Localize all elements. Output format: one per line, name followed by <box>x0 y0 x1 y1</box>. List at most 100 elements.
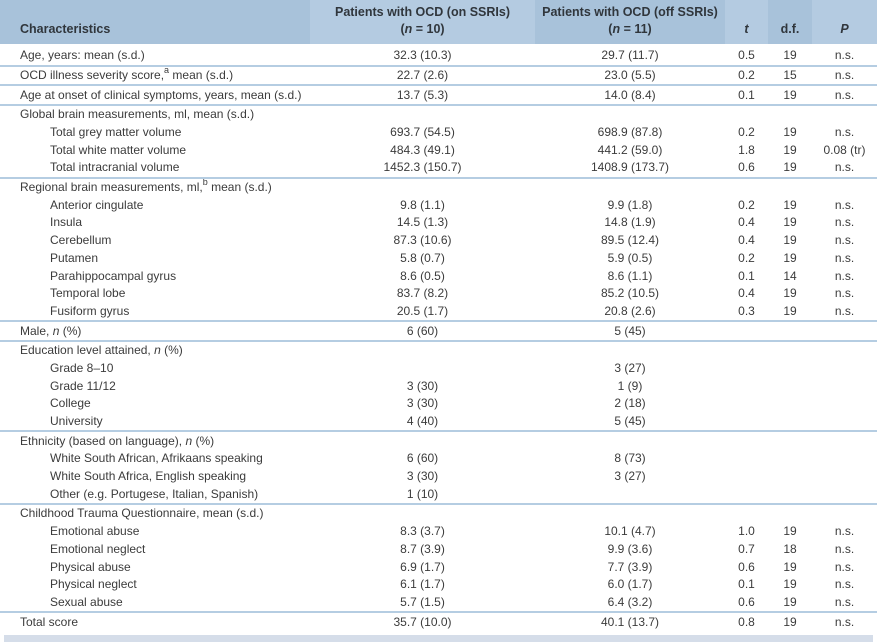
p-value <box>812 395 877 413</box>
value-off-ssris: 23.0 (5.5) <box>604 67 656 82</box>
table-row: College 3 (30) 2 (18) <box>0 395 877 413</box>
table-row: Total intracranial volume 1452.3 (150.7) 1… <box>0 159 877 178</box>
p-value <box>812 360 877 378</box>
table-section: Age at onset of clinical symptoms, years… <box>0 85 877 105</box>
value-off-ssris: 3 (27) <box>614 469 646 484</box>
row-label: Grade 11/12 <box>50 378 116 393</box>
df-value <box>768 450 812 468</box>
table-section: Education level attained, n (%) Grade 8–1… <box>0 341 877 431</box>
row-label: Total white matter volume <box>50 142 187 157</box>
table-section: Male, n (%) 6 (60) 5 (45) <box>0 321 877 341</box>
df-value: 19 <box>783 614 797 629</box>
table-row: Sexual abuse 5.7 (1.5) 6.4 (3.2) 0.6 19 n.s. <box>0 594 877 613</box>
p-value <box>812 321 877 341</box>
t-value: 0.6 <box>738 559 755 574</box>
row-label: Insula <box>50 215 83 230</box>
value-off-ssris <box>535 341 725 360</box>
value-off-ssris: 40.1 (13.7) <box>600 614 660 629</box>
t-value <box>725 341 768 360</box>
table-row: Grade 11/12 3 (30) 1 (9) <box>0 377 877 395</box>
group-header-row: Education level attained, n (%) <box>0 341 877 360</box>
value-on-ssris: 693.7 (54.5) <box>390 125 455 139</box>
p-value <box>812 178 877 197</box>
value-off-ssris: 6.4 (3.2) <box>607 594 653 609</box>
p-value: n.s. <box>834 541 855 556</box>
df-value: 19 <box>783 524 797 539</box>
row-label: Regional brain measurements, ml,b mean (… <box>20 177 272 195</box>
value-on-ssris: 4 (40) <box>406 414 439 428</box>
p-value: n.s. <box>834 160 855 175</box>
df-value: 19 <box>783 160 797 175</box>
value-on-ssris: 3 (30) <box>406 469 439 484</box>
value-on-ssris <box>310 105 535 124</box>
df-value <box>768 341 812 360</box>
row-label: Total grey matter volume <box>50 125 182 139</box>
table-section: Total score 35.7 (10.0) 40.1 (13.7) 0.8 19 n.… <box>0 612 877 631</box>
value-on-ssris: 5.7 (1.5) <box>400 594 445 609</box>
table-header: Characteristics Patients with OCD (on SS… <box>0 0 877 47</box>
value-on-ssris: 9.8 (1.1) <box>400 197 445 212</box>
t-value <box>725 105 768 124</box>
table-row: University 4 (40) 5 (45) <box>0 413 877 432</box>
t-value: 0.1 <box>738 268 755 283</box>
t-value: 0.1 <box>738 87 755 102</box>
value-on-ssris: 32.3 (10.3) <box>393 48 452 63</box>
df-value: 19 <box>783 286 797 301</box>
p-value: n.s. <box>834 48 855 63</box>
df-value: 14 <box>783 268 797 283</box>
df-value: 19 <box>783 215 797 230</box>
value-off-ssris <box>535 178 725 197</box>
t-value: 0.1 <box>738 577 755 592</box>
row-label: Ethnicity (based on language), n (%) <box>20 433 215 448</box>
t-value <box>725 486 768 505</box>
value-on-ssris: 6.1 (1.7) <box>400 577 445 592</box>
df-value <box>768 395 812 413</box>
t-value <box>725 504 768 523</box>
t-value <box>725 450 768 468</box>
row-label: Age at onset of clinical symptoms, years… <box>20 87 302 102</box>
col-header-off-ssris-line2: (n = 11) <box>608 21 652 36</box>
row-label: Male, n (%) <box>20 323 82 338</box>
t-value <box>725 178 768 197</box>
df-value <box>768 431 812 450</box>
row-label: Childhood Trauma Questionnaire, mean (s.… <box>20 506 264 521</box>
df-value <box>768 105 812 124</box>
table-row: White South African, Afrikaans speaking 6… <box>0 450 877 468</box>
col-header-t: t <box>725 0 768 47</box>
row-label: Grade 8–10 <box>50 360 114 375</box>
t-value <box>725 321 768 341</box>
table-row: Physical abuse 6.9 (1.7) 7.7 (3.9) 0.6 19 n.s… <box>0 558 877 576</box>
table-section: OCD illness severity score,a mean (s.d.)… <box>0 65 877 86</box>
table-row: Parahippocampal gyrus 8.6 (0.5) 8.6 (1.1) 0… <box>0 267 877 285</box>
table-row: Grade 8–10 3 (27) <box>0 360 877 378</box>
value-off-ssris: 10.1 (4.7) <box>604 524 656 539</box>
df-value <box>768 377 812 395</box>
row-label: Physical neglect <box>50 577 137 592</box>
table-row: White South Africa, English speaking 3 (3… <box>0 468 877 486</box>
value-on-ssris <box>310 178 535 197</box>
table-section: Childhood Trauma Questionnaire, mean (s.… <box>0 504 877 612</box>
row-label: University <box>50 414 103 428</box>
t-value <box>725 395 768 413</box>
p-value <box>812 486 877 505</box>
row-label: Parahippocampal gyrus <box>50 268 177 283</box>
p-value <box>812 377 877 395</box>
table-row: OCD illness severity score,a mean (s.d.)… <box>0 66 877 86</box>
p-value <box>812 468 877 486</box>
value-off-ssris: 8 (73) <box>614 451 646 466</box>
row-label: OCD illness severity score,a mean (s.d.) <box>20 65 234 82</box>
df-value <box>768 360 812 378</box>
value-on-ssris: 35.7 (10.0) <box>393 614 452 629</box>
t-value: 0.4 <box>738 233 755 248</box>
row-label: Education level attained, n (%) <box>20 343 183 358</box>
t-value: 0.7 <box>738 541 755 556</box>
col-header-off-ssris: Patients with OCD (off SSRIs) (n = 11) <box>535 0 725 47</box>
group-header-row: Ethnicity (based on language), n (%) <box>0 431 877 450</box>
row-label: Total score <box>20 614 79 629</box>
df-value: 19 <box>783 233 797 248</box>
value-off-ssris: 9.9 (1.8) <box>607 197 653 212</box>
table-section: Ethnicity (based on language), n (%) Whit… <box>0 431 877 504</box>
row-label: Anterior cingulate <box>50 197 144 212</box>
df-value: 19 <box>783 303 797 318</box>
